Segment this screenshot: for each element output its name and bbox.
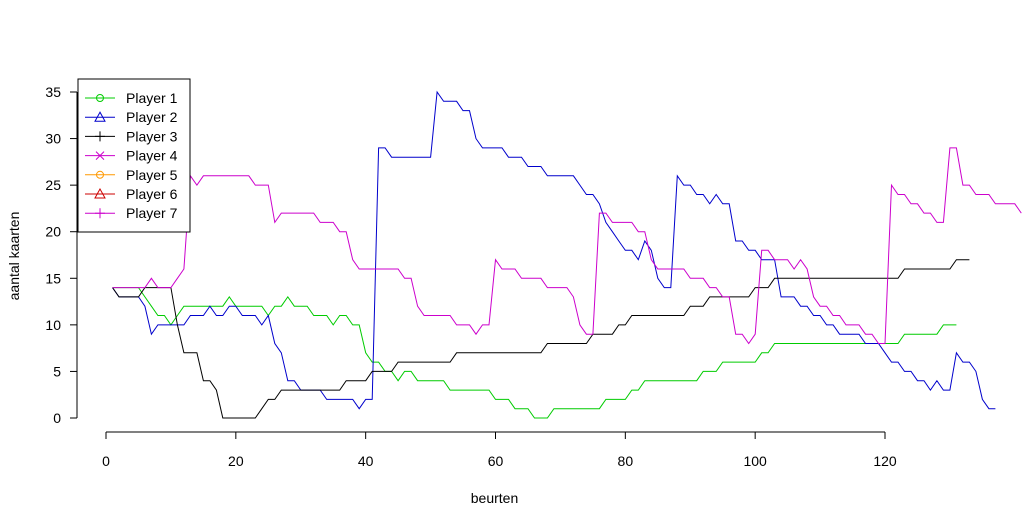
legend-label: Player 2 <box>126 109 178 125</box>
legend-label: Player 1 <box>126 90 178 106</box>
y-tick-label: 10 <box>45 317 61 333</box>
legend-marker-circle <box>96 94 104 102</box>
axes: 0 20 40 60 80 100 120 0 5 10 15 20 25 30 35 <box>45 84 896 469</box>
series-line-player-1 <box>112 287 957 419</box>
legend-item-player-3: Player 3 <box>85 128 178 144</box>
y-tick-label: 20 <box>45 224 61 240</box>
legend-marker-plus <box>95 208 105 219</box>
x-tick-label: 0 <box>102 453 110 469</box>
y-ticks: 0 5 10 15 20 25 30 35 <box>45 84 77 426</box>
series-line-player-4 <box>112 147 1022 345</box>
x-tick-label: 100 <box>743 453 767 469</box>
y-tick-label: 25 <box>45 177 61 193</box>
series-line-player-2 <box>112 90 996 410</box>
y-tick-label: 5 <box>53 363 61 379</box>
x-ticks: 0 20 40 60 80 100 120 <box>102 432 897 469</box>
y-tick-label: 35 <box>45 84 61 100</box>
legend-marker-plus <box>95 131 105 142</box>
y-axis-title: aantal kaarten <box>6 212 22 301</box>
x-tick-label: 60 <box>488 453 504 469</box>
y-tick-label: 0 <box>53 410 61 426</box>
legend-label: Player 6 <box>126 186 178 202</box>
series-line-player-3 <box>112 259 970 419</box>
legend: Player 1 Player 2 Player 3 Player 4 Player 5… <box>77 78 191 233</box>
legend-label: Player 3 <box>126 128 178 144</box>
x-tick-label: 120 <box>873 453 897 469</box>
x-axis-title: beurten <box>471 490 518 506</box>
legend-item-player-7: Player 7 <box>85 205 178 221</box>
plot-lines <box>112 90 1022 419</box>
legend-marker-circle <box>96 170 104 179</box>
legend-marker-triangle <box>94 111 106 122</box>
legend-marker-triangle <box>94 187 106 199</box>
x-tick-label: 20 <box>228 453 244 469</box>
legend-label: Player 4 <box>126 148 178 164</box>
x-tick-label: 80 <box>618 453 634 469</box>
y-tick-label: 15 <box>45 270 61 286</box>
legend-label: Player 7 <box>126 205 178 221</box>
legend-item-player-5: Player 5 <box>85 167 178 183</box>
legend-item-player-1: Player 1 <box>85 90 178 106</box>
y-tick-label: 30 <box>45 131 61 147</box>
legend-label: Player 5 <box>126 167 178 183</box>
legend-item-player-2: Player 2 <box>85 109 178 125</box>
legend-marker-cross <box>95 151 105 160</box>
x-tick-label: 40 <box>358 453 374 469</box>
legend-item-player-4: Player 4 <box>85 148 178 164</box>
legend-item-player-6: Player 6 <box>85 186 178 202</box>
